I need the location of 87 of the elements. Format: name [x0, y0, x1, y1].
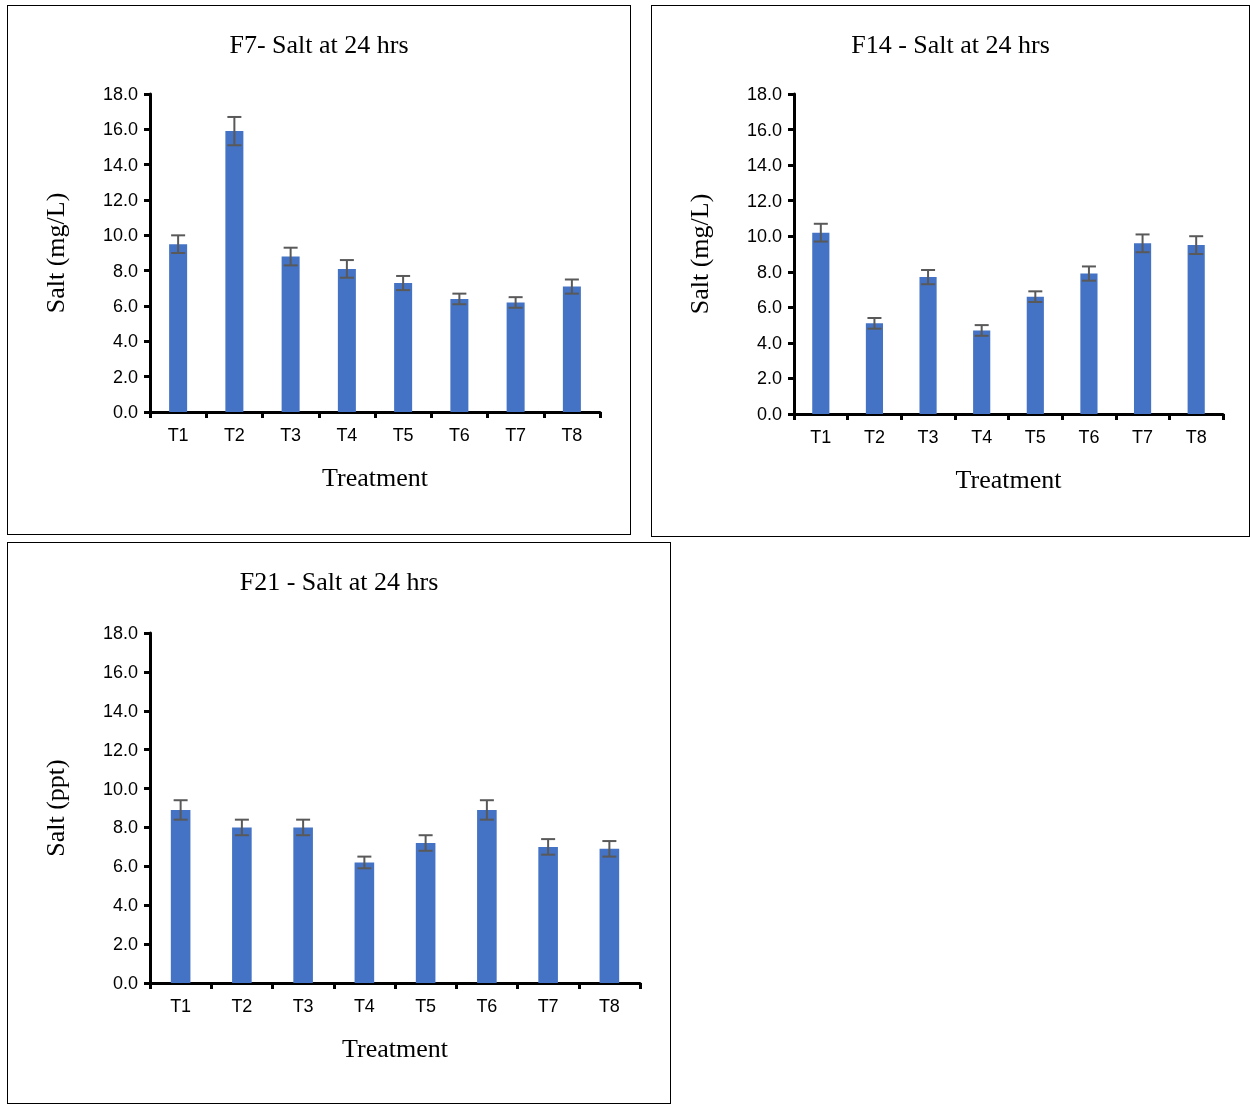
x-tick-label: T2 [231, 996, 253, 1016]
x-tick-label: T1 [167, 425, 189, 445]
bar [225, 131, 244, 412]
x-tick-label: T6 [476, 996, 498, 1016]
y-tick-label: 18.0 [102, 623, 138, 643]
x-tick-label: T7 [505, 425, 527, 445]
x-tick-label: T3 [917, 427, 939, 447]
y-tick-label: 2.0 [112, 366, 138, 387]
bar [477, 809, 497, 983]
y-tick-label: 18.0 [102, 84, 138, 104]
bar [599, 848, 620, 983]
y-tick-label: 6.0 [112, 856, 138, 877]
x-tick-label: T3 [280, 425, 302, 445]
bar [506, 302, 525, 412]
bar [337, 268, 356, 412]
y-tick-label: 8.0 [112, 817, 138, 838]
bar [1080, 273, 1098, 414]
y-tick-label: 0.0 [756, 404, 782, 424]
y-tick-label: 8.0 [756, 261, 782, 282]
x-tick-label: T6 [448, 425, 470, 445]
y-tick-label: 2.0 [112, 934, 138, 955]
y-tick-label: 10.0 [746, 226, 782, 247]
bar [415, 843, 436, 983]
bar [919, 277, 937, 414]
y-tick-label: 2.0 [756, 368, 782, 389]
x-axis-title: Treatment [342, 1033, 449, 1063]
y-axis-title: Salt (mg/L) [40, 192, 70, 314]
bar [562, 286, 581, 412]
x-tick-label: T6 [1078, 427, 1100, 447]
bar [169, 244, 188, 412]
y-tick-label: 4.0 [112, 331, 138, 352]
y-tick-label: 10.0 [102, 778, 138, 799]
bar [232, 827, 252, 983]
x-tick-label: T5 [392, 425, 414, 445]
bar [293, 827, 313, 983]
chart-title: F21 - Salt at 24 hrs [239, 566, 439, 596]
y-tick-label: 0.0 [112, 402, 138, 422]
bar [1026, 296, 1044, 414]
y-tick-label: 10.0 [102, 225, 138, 246]
bar [281, 256, 300, 412]
y-tick-label: 16.0 [746, 119, 782, 140]
x-tick-label: T8 [1185, 427, 1207, 447]
y-tick-label: 4.0 [756, 332, 782, 353]
bar [354, 862, 375, 983]
y-tick-label: 16.0 [102, 661, 138, 682]
y-tick-label: 6.0 [112, 296, 138, 316]
chart-title: F7- Salt at 24 hrs [229, 29, 409, 59]
y-tick-label: 14.0 [102, 700, 138, 721]
y-axis-title: Salt (ppt) [40, 759, 70, 857]
x-tick-label: T7 [537, 996, 559, 1016]
bar [1187, 245, 1205, 414]
x-tick-label: T2 [863, 427, 885, 447]
y-axis-title: Salt (mg/L) [684, 193, 714, 315]
x-tick-label: T4 [971, 427, 993, 447]
x-tick-label: T3 [292, 996, 314, 1016]
x-tick-label: T4 [353, 996, 375, 1016]
y-tick-label: 12.0 [102, 739, 138, 760]
y-tick-label: 12.0 [746, 190, 782, 211]
y-tick-label: 4.0 [112, 895, 138, 916]
x-tick-label: T8 [561, 425, 583, 445]
x-tick-label: T2 [223, 425, 245, 445]
x-axis-title: Treatment [322, 462, 429, 492]
x-tick-label: T1 [170, 996, 192, 1016]
y-tick-label: 0.0 [112, 973, 138, 993]
y-tick-label: 18.0 [746, 84, 782, 104]
x-tick-label: T1 [810, 427, 832, 447]
x-tick-label: T5 [1024, 427, 1046, 447]
x-tick-label: T8 [598, 996, 620, 1016]
x-tick-label: T5 [415, 996, 437, 1016]
bar [812, 232, 830, 414]
bar [170, 809, 191, 983]
x-tick-label: T4 [336, 425, 358, 445]
y-tick-label: 16.0 [102, 119, 138, 140]
x-axis-title: Treatment [955, 464, 1063, 494]
y-tick-label: 12.0 [102, 190, 138, 210]
bar [1133, 243, 1152, 414]
y-tick-label: 14.0 [746, 155, 782, 176]
y-tick-label: 14.0 [102, 154, 138, 175]
bar [538, 846, 558, 983]
bar [973, 330, 991, 414]
chart-title: F14 - Salt at 24 hrs [851, 29, 1050, 59]
y-tick-label: 6.0 [756, 297, 782, 318]
y-tick-label: 8.0 [112, 260, 138, 281]
bar [865, 323, 884, 414]
bar [450, 298, 469, 412]
bar [394, 283, 413, 412]
x-tick-label: T7 [1132, 427, 1154, 447]
